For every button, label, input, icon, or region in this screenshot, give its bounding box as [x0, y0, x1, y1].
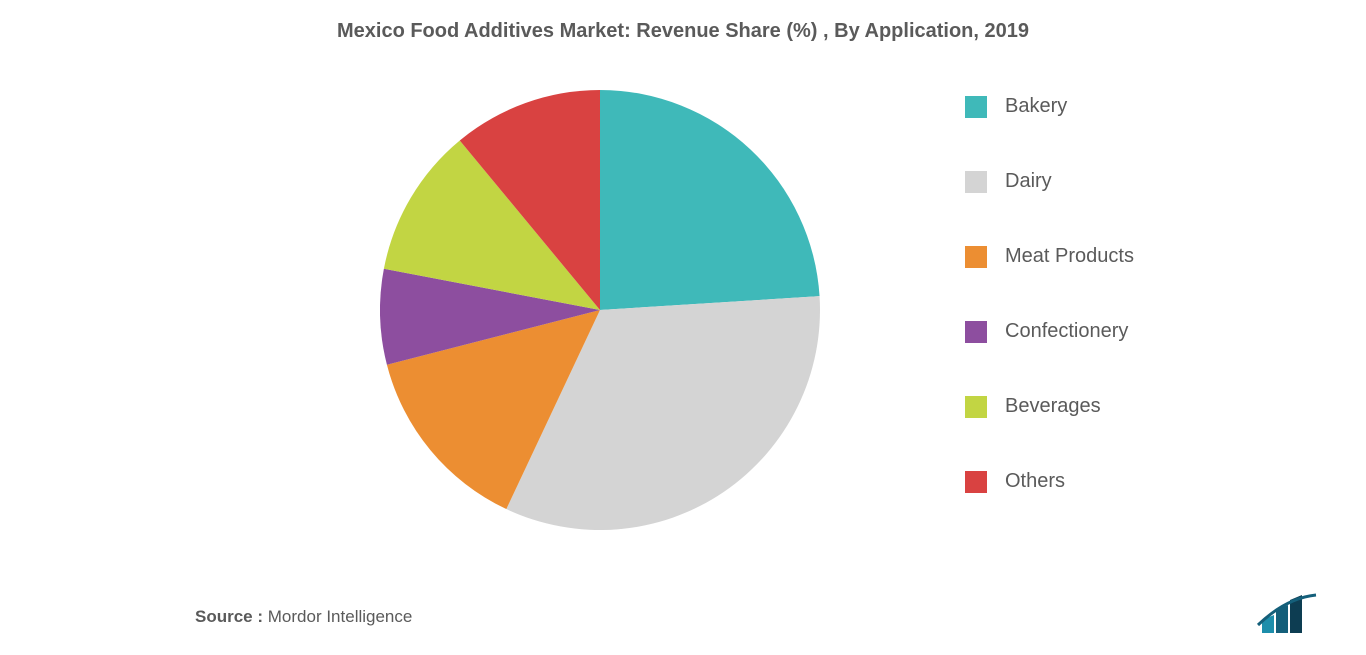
pie-slice-bakery: [600, 90, 820, 310]
legend-swatch: [965, 171, 987, 193]
legend-label: Beverages: [1005, 395, 1101, 418]
legend-swatch: [965, 396, 987, 418]
legend-item-others: Others: [965, 470, 1134, 493]
source-label: Source :: [195, 607, 263, 626]
legend-label: Meat Products: [1005, 245, 1134, 268]
legend-item-meat-products: Meat Products: [965, 245, 1134, 268]
legend-label: Dairy: [1005, 170, 1052, 193]
legend-label: Confectionery: [1005, 320, 1128, 343]
source-text: Mordor Intelligence: [268, 607, 413, 626]
mordor-logo-icon: [1256, 593, 1326, 633]
legend-swatch: [965, 321, 987, 343]
legend-label: Others: [1005, 470, 1065, 493]
legend-swatch: [965, 471, 987, 493]
pie-svg: [380, 90, 820, 530]
legend-item-beverages: Beverages: [965, 395, 1134, 418]
legend-item-confectionery: Confectionery: [965, 320, 1134, 343]
pie-chart: [380, 90, 820, 530]
legend-swatch: [965, 96, 987, 118]
chart-title: Mexico Food Additives Market: Revenue Sh…: [0, 20, 1366, 43]
legend-item-dairy: Dairy: [965, 170, 1134, 193]
source-attribution: Source : Mordor Intelligence: [195, 607, 412, 627]
chart-legend: Bakery Dairy Meat Products Confectionery Bev…: [965, 95, 1134, 493]
legend-item-bakery: Bakery: [965, 95, 1134, 118]
legend-label: Bakery: [1005, 95, 1067, 118]
legend-swatch: [965, 246, 987, 268]
